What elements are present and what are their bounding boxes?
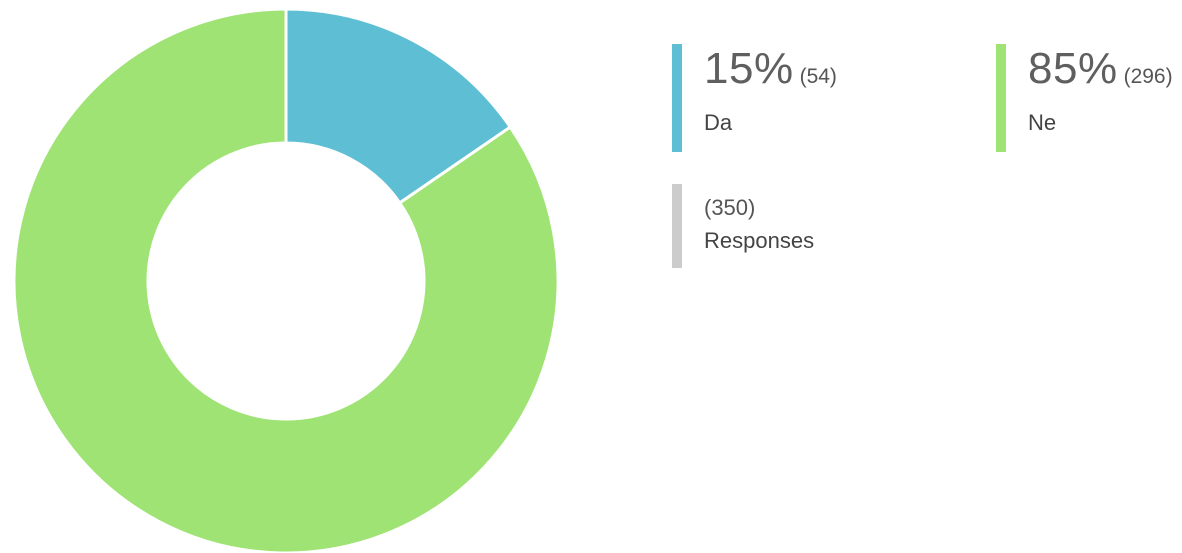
legend-count-responses: (350): [704, 195, 756, 220]
legend-label-ne: Ne: [1028, 110, 1057, 135]
legend-count-ne: (296): [1123, 65, 1173, 88]
legend-item-ne: 85% (296) Ne: [996, 44, 1173, 152]
donut-chart: [12, 7, 560, 553]
legend-text-ne: 85% (296) Ne: [1028, 44, 1173, 152]
legend-swatch-ne: [996, 44, 1006, 152]
legend-percent-da: 15%: [704, 44, 794, 93]
legend-text-da: 15% (54) Da: [704, 44, 837, 152]
legend-count-da: (54): [799, 65, 837, 88]
donut-slices: [12, 7, 560, 553]
legend-item-da: 15% (54) Da: [672, 44, 837, 152]
legend-text-responses: (350) Responses: [704, 184, 814, 268]
legend-swatch-da: [672, 44, 682, 152]
legend-swatch-responses: [672, 184, 682, 268]
legend-percent-ne: 85%: [1028, 44, 1118, 93]
legend-label-responses: Responses: [704, 228, 815, 253]
donut-slice-da: [284, 7, 513, 206]
donut-slice-ne: [12, 7, 560, 553]
legend-item-responses: (350) Responses: [672, 184, 814, 268]
legend-label-da: Da: [704, 110, 733, 135]
